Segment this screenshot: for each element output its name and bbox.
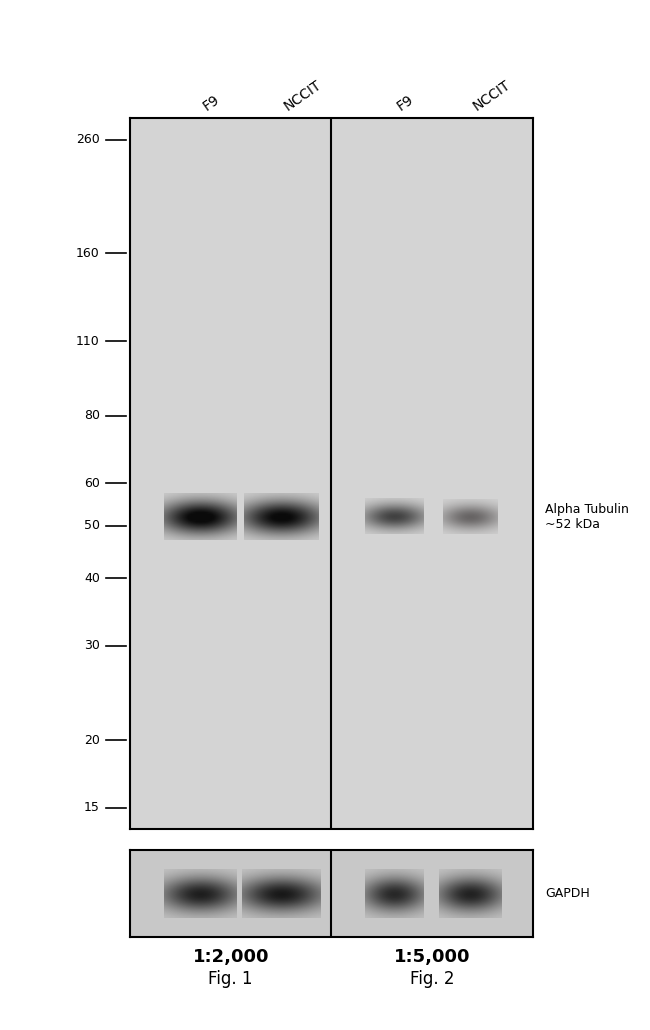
Text: 50: 50 [84, 519, 100, 533]
Text: GAPDH: GAPDH [545, 887, 590, 900]
Text: F9: F9 [200, 92, 222, 113]
Text: 40: 40 [84, 572, 100, 585]
Text: 1:2,000: 1:2,000 [192, 948, 269, 965]
Text: Alpha Tubulin
~52 kDa: Alpha Tubulin ~52 kDa [545, 503, 629, 530]
Text: 160: 160 [76, 247, 100, 260]
Text: 60: 60 [84, 477, 100, 489]
Text: 1:5,000: 1:5,000 [394, 948, 471, 965]
Text: Fig. 2: Fig. 2 [410, 970, 454, 988]
Text: 20: 20 [84, 734, 100, 747]
Text: 30: 30 [84, 639, 100, 652]
Text: 110: 110 [76, 335, 100, 348]
Text: F9: F9 [394, 92, 416, 113]
Text: 260: 260 [76, 133, 100, 146]
Text: NCCIT: NCCIT [281, 77, 324, 113]
Text: 15: 15 [84, 801, 100, 815]
Text: NCCIT: NCCIT [471, 77, 514, 113]
Text: 80: 80 [84, 409, 100, 422]
Text: Fig. 1: Fig. 1 [209, 970, 253, 988]
